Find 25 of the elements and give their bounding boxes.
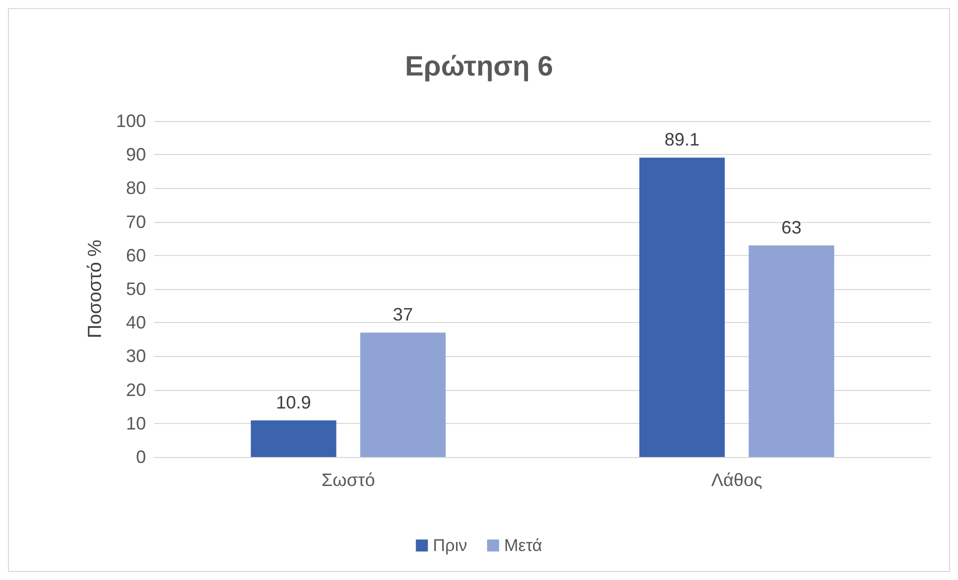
y-tick-label: 100 <box>116 111 146 131</box>
bar <box>639 158 725 457</box>
data-label: 89.1 <box>664 130 700 150</box>
x-tick-label: Σωστό <box>322 470 375 490</box>
bar <box>748 245 834 457</box>
y-tick-label: 30 <box>126 346 146 366</box>
y-tick-label: 80 <box>126 178 146 198</box>
bar <box>360 332 446 457</box>
y-tick-label: 60 <box>126 245 146 266</box>
chart-title: Ερώτηση 6 <box>404 50 554 82</box>
y-tick-label: 90 <box>126 144 146 165</box>
y-tick-label: 20 <box>126 380 146 400</box>
y-tick-label: 50 <box>126 279 146 299</box>
y-tick-label: 70 <box>126 212 146 232</box>
y-tick-label: 0 <box>136 447 146 467</box>
data-label: 63 <box>781 217 802 238</box>
x-tick-label: Λάθος <box>711 470 763 490</box>
y-tick-label: 40 <box>126 312 146 333</box>
bar <box>250 420 336 457</box>
legend-label: Πριν <box>432 536 468 555</box>
legend-label: Μετά <box>504 536 542 555</box>
y-tick-label: 10 <box>126 413 146 434</box>
data-label: 37 <box>392 304 413 325</box>
data-label: 10.9 <box>276 392 312 412</box>
y-axis-title: Ποσοστό % <box>85 240 106 338</box>
